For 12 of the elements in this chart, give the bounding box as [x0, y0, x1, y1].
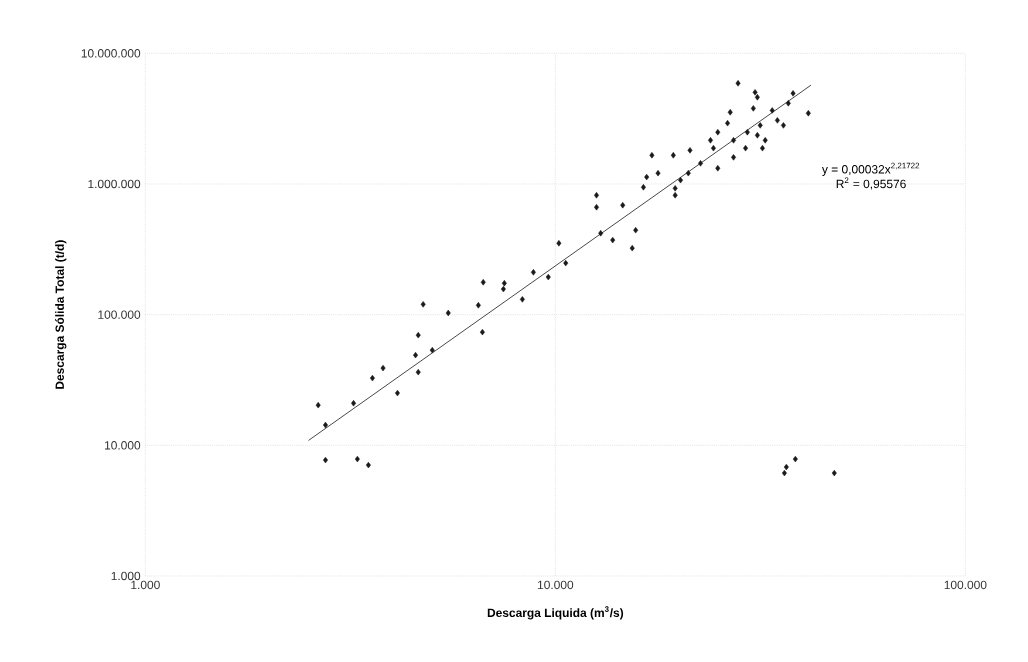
x-axis-title: Descarga Liquida (m$^{3}$/s) [487, 606, 624, 620]
annotation: y = 0,00032x$^{2,21722}$ [821, 162, 920, 176]
x-tick-label: 10.000 [537, 580, 574, 590]
y-tick-label: 1.000.000 [88, 179, 141, 189]
x-tick-label: 100.000 [944, 580, 987, 590]
y-tick-label: 10.000.000 [81, 49, 141, 58]
y-axis-title: Descarga Sólida Total (t/d) [55, 240, 67, 389]
y-tick-label: 1.000 [111, 571, 141, 581]
y-tick-label: 10.000 [105, 441, 141, 450]
y-tick-label: 100.000 [98, 310, 141, 319]
x-tick-label: 1.000 [131, 580, 160, 590]
annotation: R$^{2}$ = 0,95576 [836, 177, 906, 190]
